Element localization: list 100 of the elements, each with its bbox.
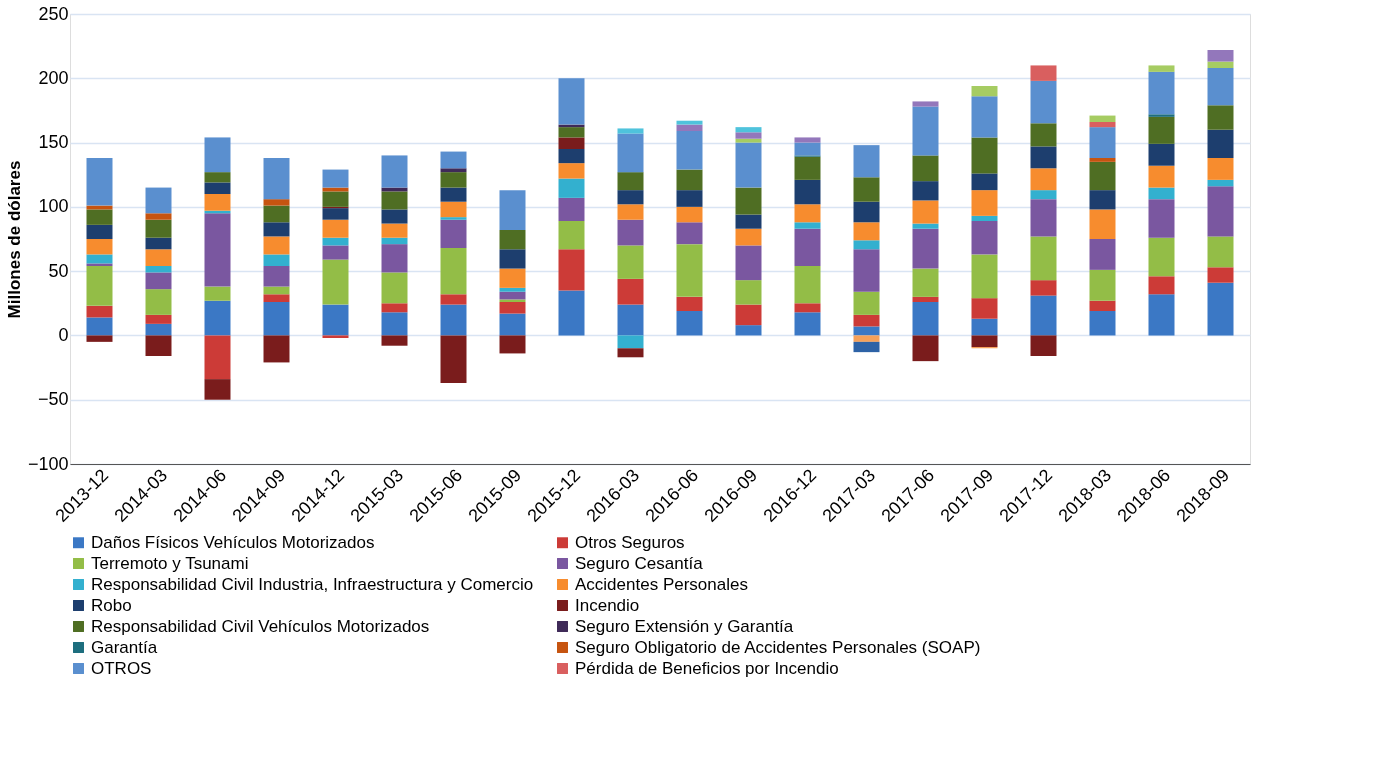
bar xyxy=(735,245,762,281)
bar xyxy=(853,222,880,241)
bar xyxy=(558,137,585,149)
bar xyxy=(145,213,172,220)
bar xyxy=(499,268,526,288)
bar xyxy=(1148,114,1175,117)
bar xyxy=(853,291,880,315)
bar xyxy=(381,191,408,210)
y-tick-label: −50 xyxy=(37,389,69,410)
bar xyxy=(440,248,467,295)
bar xyxy=(1089,269,1116,301)
bar xyxy=(145,335,172,356)
bar xyxy=(971,254,998,299)
bar xyxy=(1089,115,1116,122)
bar xyxy=(1030,190,1057,200)
bar xyxy=(617,278,644,305)
bar xyxy=(676,244,703,297)
bar xyxy=(1089,311,1116,336)
bar xyxy=(1030,168,1057,191)
bar xyxy=(735,127,762,133)
y-tick-label: 200 xyxy=(38,67,69,88)
bar xyxy=(912,106,939,156)
bar xyxy=(912,200,939,224)
bar xyxy=(86,158,113,206)
bar xyxy=(971,173,998,191)
bar xyxy=(440,335,467,383)
bar xyxy=(617,133,644,173)
y-axis-title: Millones de dólares xyxy=(4,160,24,319)
bar xyxy=(1207,236,1234,268)
bar xyxy=(971,190,998,216)
y-tick-label: 150 xyxy=(38,132,69,153)
bar xyxy=(381,312,408,336)
bar xyxy=(853,201,880,223)
bar xyxy=(145,289,172,315)
bar xyxy=(499,302,526,314)
bar xyxy=(853,249,880,292)
bar xyxy=(794,142,821,156)
bar xyxy=(617,190,644,205)
bar xyxy=(322,169,349,188)
bar xyxy=(1030,80,1057,124)
bar xyxy=(86,317,113,336)
bar xyxy=(853,240,880,250)
legend-label: Seguro Cesantía xyxy=(575,553,704,573)
bar xyxy=(971,96,998,138)
bar xyxy=(263,302,290,336)
bar xyxy=(794,137,821,143)
bar xyxy=(735,142,762,188)
bar xyxy=(794,156,821,180)
bar xyxy=(204,379,231,400)
bar xyxy=(676,169,703,191)
bar xyxy=(617,304,644,336)
bar xyxy=(1030,123,1057,147)
bar xyxy=(86,305,113,318)
legend-label: Seguro Extensión y Garantía xyxy=(575,616,794,636)
bar xyxy=(558,163,585,179)
bar xyxy=(1207,179,1234,187)
bar xyxy=(676,311,703,336)
bar xyxy=(971,137,998,174)
bar xyxy=(912,302,939,336)
bar xyxy=(1207,282,1234,336)
bar xyxy=(381,272,408,304)
bar xyxy=(735,325,762,336)
bar xyxy=(676,124,703,131)
bar xyxy=(263,199,290,206)
bar xyxy=(558,127,585,138)
bar xyxy=(499,291,526,300)
bar xyxy=(1207,186,1234,237)
legend-label: Robo xyxy=(91,595,132,615)
bar xyxy=(86,209,113,225)
bar xyxy=(735,214,762,229)
bar xyxy=(263,335,290,363)
bar xyxy=(853,341,880,353)
bar xyxy=(558,249,585,291)
bar xyxy=(971,215,998,221)
bar xyxy=(912,335,939,362)
bar xyxy=(1148,276,1175,295)
legend-label: Garantía xyxy=(91,637,158,657)
bar xyxy=(204,300,231,336)
legend-label: Responsabilidad Civil Vehículos Motorizados xyxy=(91,616,430,636)
bar xyxy=(86,254,113,264)
bar xyxy=(263,158,290,200)
bar xyxy=(1148,143,1175,166)
bar xyxy=(204,286,231,301)
bar xyxy=(853,335,880,342)
bar xyxy=(735,280,762,305)
bar xyxy=(676,190,703,207)
bar xyxy=(853,326,880,336)
bar xyxy=(853,177,880,202)
bar xyxy=(263,294,290,302)
bar xyxy=(381,237,408,245)
bar xyxy=(381,223,408,238)
bar xyxy=(204,335,231,380)
bar xyxy=(617,204,644,220)
bar xyxy=(794,204,821,223)
bar xyxy=(145,314,172,324)
y-tick-label: 250 xyxy=(38,3,69,24)
bar xyxy=(971,86,998,97)
bar xyxy=(558,221,585,250)
bar xyxy=(1089,127,1116,158)
bar xyxy=(145,249,172,266)
